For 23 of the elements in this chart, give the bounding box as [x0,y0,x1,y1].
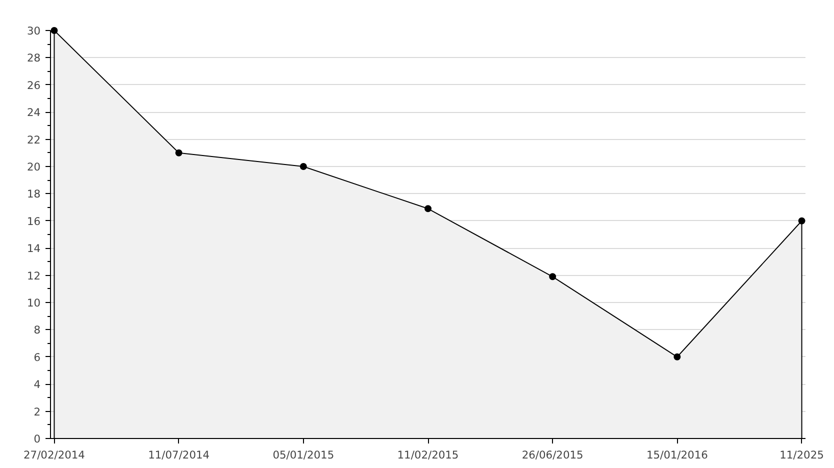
x-tick-label: 26/06/2015 [522,448,584,462]
y-tick-label: 26 [26,78,41,92]
y-tick-label: 16 [26,214,41,228]
x-tick-label: 27/02/2014 [24,448,86,462]
y-tick-label: 24 [26,106,41,120]
y-tick-label: 2 [34,405,40,418]
y-tick-label: 6 [34,350,41,364]
y-tick-label: 8 [34,324,41,337]
y-tick-label: 18 [26,188,41,201]
y-tick-label: 22 [26,133,41,146]
y-tick-label: 20 [26,160,41,174]
x-tick-label: 15/01/2016 [646,448,708,462]
y-tick-label: 0 [34,432,41,446]
y-tick-label: 4 [34,378,41,392]
x-tick-label: 11/07/2014 [148,448,210,462]
x-tick-label: 11/02/2015 [397,448,459,462]
y-tick-label: 28 [26,52,41,65]
y-tick-label: 14 [26,242,41,256]
y-tick-label: 30 [26,24,41,38]
y-tick-label: 10 [26,296,41,310]
x-tick-label: 05/01/2015 [272,448,334,462]
y-tick-label: 12 [26,269,41,282]
x-tick-label: 11/2025 [780,448,824,462]
